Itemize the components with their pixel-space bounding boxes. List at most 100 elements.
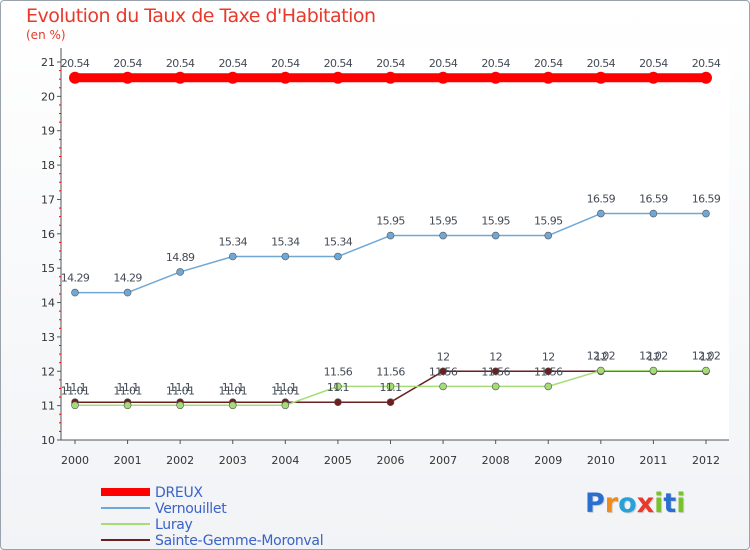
data-point bbox=[597, 366, 605, 375]
data-point bbox=[702, 366, 710, 375]
data-point bbox=[544, 367, 553, 376]
data-label: 15.95 bbox=[481, 215, 510, 228]
data-label: 20.54 bbox=[692, 57, 721, 70]
data-label: 11.01 bbox=[271, 384, 300, 397]
data-label: 11.56 bbox=[534, 365, 563, 378]
data-label: 15.34 bbox=[271, 235, 300, 248]
data-label: 11.01 bbox=[61, 384, 90, 397]
x-tick-label: 2006 bbox=[377, 454, 405, 467]
data-label: 20.54 bbox=[376, 57, 405, 70]
data-label: 20.54 bbox=[587, 57, 616, 70]
legend-entry: Vernouillet bbox=[155, 501, 227, 517]
data-point bbox=[334, 398, 342, 407]
legend-entry: DREUX bbox=[155, 485, 203, 501]
data-label: 12 bbox=[647, 350, 660, 363]
data-point bbox=[386, 398, 395, 407]
x-tick-label: 2010 bbox=[587, 454, 615, 467]
y-tick-label: 10 bbox=[41, 434, 55, 447]
data-label: 15.34 bbox=[324, 235, 353, 248]
data-point bbox=[437, 71, 450, 84]
data-label: 12 bbox=[700, 350, 713, 363]
data-point bbox=[174, 71, 187, 84]
data-point bbox=[386, 382, 395, 391]
data-label: 11.56 bbox=[376, 365, 405, 378]
data-point bbox=[281, 401, 290, 410]
logo-letter: o bbox=[618, 488, 637, 519]
data-point bbox=[439, 367, 447, 376]
data-label: 11.1 bbox=[64, 381, 86, 394]
y-tick-label: 17 bbox=[41, 193, 55, 206]
data-label: 20.54 bbox=[61, 57, 90, 70]
data-label: 12 bbox=[437, 350, 450, 363]
data-point bbox=[542, 71, 555, 84]
data-point bbox=[228, 252, 237, 261]
data-label: 16.59 bbox=[639, 193, 668, 206]
data-label: 12.02 bbox=[639, 350, 668, 363]
data-point bbox=[649, 366, 658, 375]
chart-title: Evolution du Taux de Taxe d'Habitation bbox=[26, 5, 376, 27]
y-tick-label: 20 bbox=[41, 90, 55, 103]
data-label: 16.59 bbox=[692, 193, 721, 206]
data-label: 12 bbox=[542, 350, 555, 363]
data-label: 11.01 bbox=[166, 384, 195, 397]
x-tick-label: 2005 bbox=[324, 454, 352, 467]
data-point bbox=[647, 71, 660, 84]
data-label: 11.56 bbox=[481, 365, 510, 378]
data-label: 20.54 bbox=[166, 57, 195, 70]
data-point bbox=[439, 382, 447, 391]
data-label: 20.54 bbox=[113, 57, 142, 70]
data-point bbox=[491, 382, 500, 391]
data-label: 14.29 bbox=[61, 272, 90, 285]
logo-letter: P bbox=[585, 488, 605, 519]
data-point bbox=[702, 209, 710, 218]
data-point bbox=[334, 252, 342, 261]
data-point bbox=[279, 71, 292, 84]
data-point bbox=[544, 382, 553, 391]
legend-entry: Sainte-Gemme-Moronval bbox=[155, 533, 323, 549]
legend-entry: Luray bbox=[155, 517, 193, 533]
x-tick-label: 2000 bbox=[61, 454, 89, 467]
x-tick-label: 2008 bbox=[482, 454, 510, 467]
x-tick-label: 2001 bbox=[114, 454, 142, 467]
data-label: 12 bbox=[594, 350, 607, 363]
x-tick-label: 2003 bbox=[219, 454, 247, 467]
data-label: 20.54 bbox=[429, 57, 458, 70]
y-tick-label: 16 bbox=[41, 228, 55, 241]
data-label: 12.02 bbox=[692, 350, 721, 363]
data-point bbox=[594, 71, 607, 84]
logo-letter: i bbox=[676, 488, 686, 519]
data-point bbox=[386, 231, 395, 240]
data-label: 11.01 bbox=[113, 384, 142, 397]
data-point bbox=[281, 252, 290, 261]
data-point bbox=[491, 231, 500, 240]
data-label: 14.29 bbox=[113, 272, 142, 285]
data-point bbox=[439, 231, 447, 240]
proxiti-logo: Proxiti bbox=[585, 488, 686, 519]
data-label: 11.01 bbox=[219, 384, 248, 397]
data-point bbox=[71, 401, 79, 410]
plot-area bbox=[61, 48, 729, 440]
data-point bbox=[228, 401, 237, 410]
x-tick-label: 2012 bbox=[692, 454, 720, 467]
data-label: 11.1 bbox=[274, 381, 296, 394]
data-point bbox=[123, 288, 132, 297]
data-label: 11.1 bbox=[379, 381, 401, 394]
x-tick-label: 2009 bbox=[534, 454, 562, 467]
data-point bbox=[226, 71, 239, 84]
y-tick-label: 14 bbox=[41, 297, 55, 310]
data-label: 12.02 bbox=[587, 350, 616, 363]
y-tick-label: 11 bbox=[41, 400, 55, 413]
data-point bbox=[71, 288, 79, 297]
unit-label: (en %) bbox=[26, 28, 66, 42]
data-point bbox=[384, 71, 397, 84]
data-label: 20.54 bbox=[219, 57, 248, 70]
data-point bbox=[597, 209, 605, 218]
data-label: 11.1 bbox=[327, 381, 349, 394]
data-label: 20.54 bbox=[271, 57, 300, 70]
data-label: 15.95 bbox=[429, 215, 458, 228]
data-label: 20.54 bbox=[639, 57, 668, 70]
data-point bbox=[123, 401, 132, 410]
data-point bbox=[69, 71, 81, 84]
data-label: 16.59 bbox=[587, 193, 616, 206]
y-tick-label: 18 bbox=[41, 159, 55, 172]
